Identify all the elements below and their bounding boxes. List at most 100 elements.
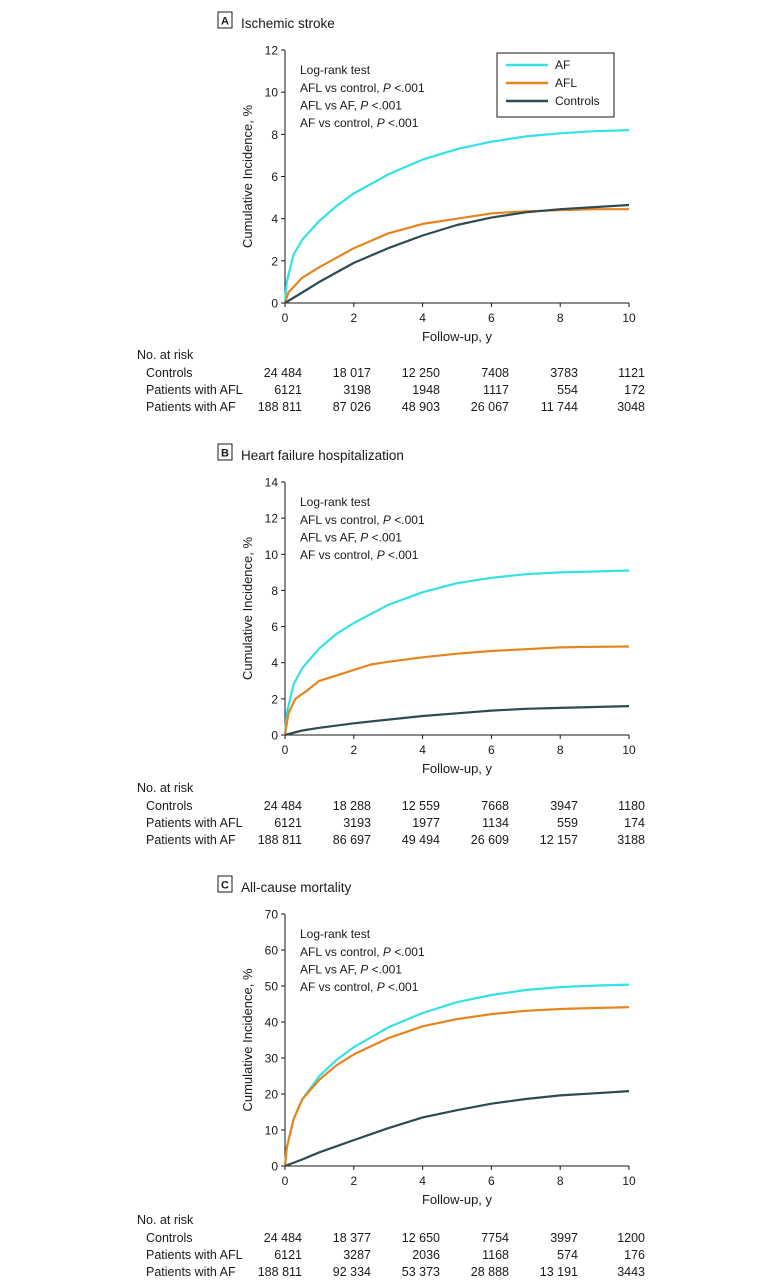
at-risk-count: 1948 [412,383,440,397]
at-risk-count: 92 334 [333,1265,371,1279]
at-risk-count: 2036 [412,1248,440,1262]
annotation-header: Log-rank test [300,927,371,941]
at-risk-count: 7668 [481,799,509,813]
annotation-p: P [377,980,385,994]
annotation-p: P [377,548,385,562]
y-tick-label: 12 [265,512,279,526]
log-rank-annotation: Log-rank test AFL vs control, P <.001 AFL … [300,495,425,562]
at-risk-count: 7754 [481,1231,509,1245]
x-tick-label: 2 [350,311,357,325]
annotation-value: <.001 [385,116,419,130]
annotation-value: <.001 [391,81,425,95]
at-risk-header: No. at risk [137,348,194,362]
y-tick-label: 4 [271,212,278,226]
y-tick-label: 20 [265,1088,279,1102]
annotation-value: <.001 [391,513,425,527]
at-risk-count: 6121 [274,816,302,830]
at-risk-count: 1134 [482,816,509,830]
panel-a: A Ischemic stroke 0 2 4 6 8 10 12 0 2 4 6 8 10 Follow-u… [137,11,645,414]
at-risk-count: 18 377 [333,1231,371,1245]
at-risk-count: 18 017 [333,366,371,380]
panel-c: C All-cause mortality 0 10 20 30 40 50 60 70 0 2 4 6 8… [137,875,645,1279]
at-risk-group-label: Patients with AF [146,400,236,414]
legend-box [496,52,615,118]
at-risk-table: No. at risk Controls 24 484 18 017 12 250 740… [137,348,645,414]
y-tick-label: 60 [265,944,279,958]
log-rank-annotation: Log-rank test AFL vs control, P <.001 AFL … [300,927,425,994]
panel-b: B Heart failure hospitalization 0 2 4 6 8 10 12 1… [137,443,645,847]
panel-letter-box [217,875,233,893]
at-risk-count: 559 [557,816,578,830]
x-tick-label: 0 [282,1174,289,1188]
at-risk-count: 1180 [618,799,645,813]
at-risk-count: 1977 [412,816,440,830]
legend-label: Controls [555,94,600,108]
y-tick-label: 2 [271,692,278,706]
at-risk-count: 24 484 [264,366,302,380]
at-risk-count: 28 888 [471,1265,509,1279]
series-line-afl [283,208,629,304]
at-risk-count: 86 697 [333,833,371,847]
annotation-p: P [383,513,391,527]
annotation-line: AF vs control, P <.001 [300,980,419,994]
at-risk-count: 3783 [550,366,578,380]
at-risk-header: No. at risk [137,781,194,795]
annotation-text: AF vs control, [300,116,377,130]
at-risk-count: 24 484 [264,799,302,813]
annotation-line: AFL vs control, P <.001 [300,945,425,959]
at-risk-count: 12 559 [402,799,440,813]
annotation-text: AFL vs control, [300,513,383,527]
y-tick-label: 0 [271,1160,278,1174]
at-risk-count: 1121 [618,366,645,380]
annotation-p: P [360,99,368,113]
at-risk-count: 3443 [617,1265,645,1279]
y-tick-label: 4 [271,656,278,670]
at-risk-group-label: Controls [146,366,193,380]
annotation-line: AFL vs AF, P <.001 [300,531,402,545]
at-risk-count: 188 811 [258,1265,302,1279]
at-risk-count: 53 373 [402,1265,440,1279]
panel-letter-box [217,11,233,29]
at-risk-group-label: Patients with AFL [146,816,243,830]
at-risk-group-label: Controls [146,1231,193,1245]
at-risk-count: 49 494 [402,833,440,847]
x-tick-label: 6 [488,743,495,757]
x-axis-label: Follow-up, y [422,761,493,776]
panel-letter: B [221,448,229,460]
at-risk-count: 26 067 [471,400,509,414]
y-tick-label: 0 [271,297,278,311]
at-risk-count: 176 [624,1248,645,1262]
annotation-text: AF vs control, [300,548,377,562]
y-tick-label: 8 [271,584,278,598]
x-tick-label: 4 [419,743,426,757]
x-tick-label: 10 [622,311,636,325]
y-tick-label: 6 [271,620,278,634]
annotation-header: Log-rank test [300,495,371,509]
at-risk-group-label: Patients with AF [146,833,236,847]
annotation-p: P [383,81,391,95]
y-tick-label: 70 [265,908,279,922]
at-risk-count: 3048 [617,400,645,414]
at-risk-count: 188 811 [258,833,302,847]
y-tick-label: 12 [265,44,279,58]
at-risk-count: 11 744 [541,400,578,414]
annotation-line: AFL vs AF, P <.001 [300,99,402,113]
annotation-line: AF vs control, P <.001 [300,116,419,130]
x-tick-label: 10 [622,743,636,757]
at-risk-header: No. at risk [137,1213,194,1227]
at-risk-count: 13 191 [540,1265,578,1279]
y-axis-label: Cumulative Incidence, % [240,968,255,1112]
series-line-controls [284,1090,630,1168]
at-risk-count: 6121 [274,383,302,397]
panel-letter: C [221,880,229,892]
series-line-afl [283,645,630,736]
at-risk-count: 18 288 [333,799,371,813]
x-tick-label: 4 [419,1174,426,1188]
panel-letter-box [217,443,233,461]
x-tick-label: 6 [488,1174,495,1188]
annotation-text: AFL vs AF, [300,963,360,977]
at-risk-count: 1168 [482,1248,509,1262]
x-axis-label: Follow-up, y [422,329,493,344]
